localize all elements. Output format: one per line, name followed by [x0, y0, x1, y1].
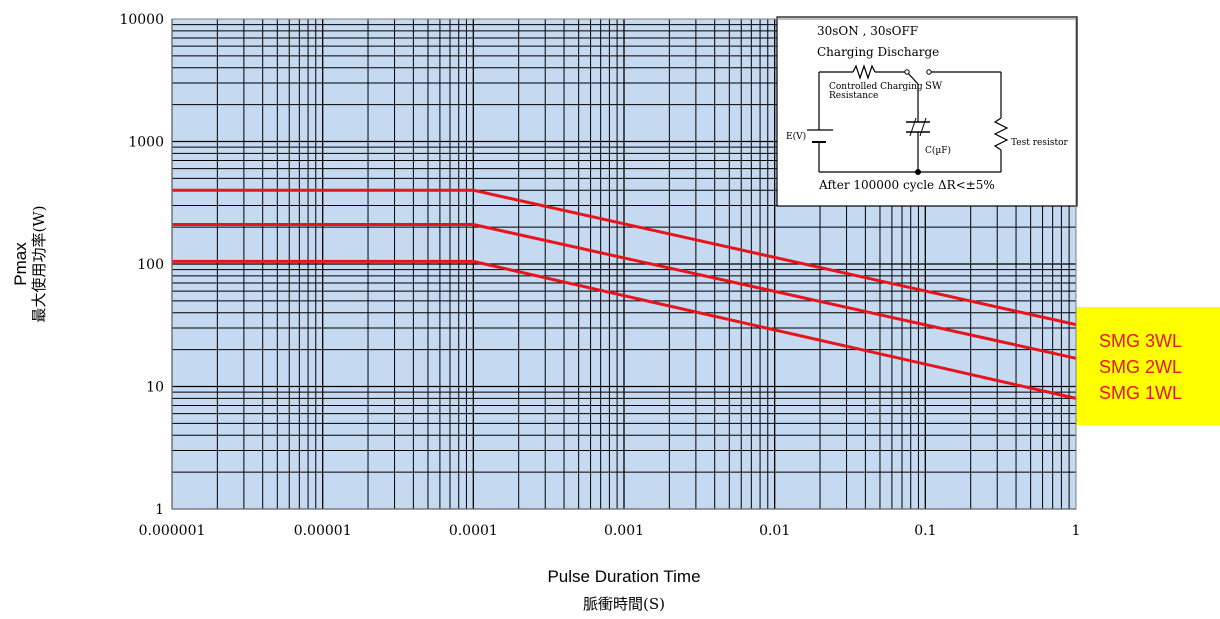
series-line-smg-3wl — [172, 188, 1077, 327]
series-lines — [172, 188, 1077, 400]
inset-label-test-resistor: Test resistor — [1011, 138, 1069, 148]
y-tick-label: 10 — [146, 380, 164, 396]
legend-box — [1076, 307, 1220, 425]
inset-title-cycle: 30sON , 30sOFF — [817, 24, 918, 38]
x-tick-label: 1 — [1072, 523, 1081, 539]
series-line-smg-1wl — [172, 259, 1077, 400]
legend-label-3wl: SMG 3WL — [1099, 331, 1182, 351]
legend-label-1wl: SMG 1WL — [1099, 383, 1182, 403]
capacitor-slash-2 — [919, 117, 927, 137]
inset-label-resistance-2: Resistance — [829, 91, 878, 101]
y-tick-label: 100 — [137, 257, 164, 273]
y-axis-title: Pmax — [11, 242, 30, 286]
inset-label-source: E(V) — [786, 131, 806, 142]
switch-contact-left — [904, 69, 910, 75]
y-axis-subtitle: 最大使用功率(W) — [30, 205, 48, 322]
x-tick-label: 0.000001 — [139, 523, 206, 539]
circuit-node — [915, 169, 921, 175]
inset-label-sw: SW — [925, 81, 943, 92]
inset-box — [776, 16, 1078, 207]
test-circuit-inset: 30sON , 30sOFF Charging Discharge — [776, 16, 1078, 207]
x-axis-title: Pulse Duration Time — [547, 567, 700, 586]
y-tick-label: 1000 — [128, 135, 164, 151]
y-tick-label: 10000 — [119, 12, 164, 28]
inset-label-resistance-1: Controlled Charging — [829, 82, 923, 92]
x-tick-label: 0.01 — [759, 523, 790, 539]
x-tick-label: 0.0001 — [449, 523, 498, 539]
plot-border — [171, 18, 1077, 510]
x-tick-label: 0.001 — [604, 523, 644, 539]
x-tick-label: 0.00001 — [294, 523, 352, 539]
capacitor-slash-1 — [909, 117, 917, 137]
inset-footer: After 100000 cycle ΔR<±5% — [818, 178, 995, 192]
grid-lines — [171, 19, 1076, 510]
switch-contact-right — [926, 69, 932, 75]
tick-labels: 0.000001 0.00001 0.0001 0.001 0.01 0.1 1 1 10 100… — [119, 12, 1080, 539]
x-axis-subtitle: 脈衝時間(S) — [583, 595, 665, 613]
series-line-smg-2wl — [172, 223, 1077, 360]
inset-title-mode: Charging Discharge — [817, 45, 939, 59]
legend-label-2wl: SMG 2WL — [1099, 357, 1182, 377]
legend: SMG 3WL SMG 2WL SMG 1WL — [1076, 307, 1220, 425]
inset-label-capacitor: C(µF) — [925, 145, 951, 156]
circuit-wires — [818, 64, 1009, 173]
x-tick-label: 0.1 — [914, 523, 936, 539]
y-tick-label: 1 — [155, 502, 164, 518]
